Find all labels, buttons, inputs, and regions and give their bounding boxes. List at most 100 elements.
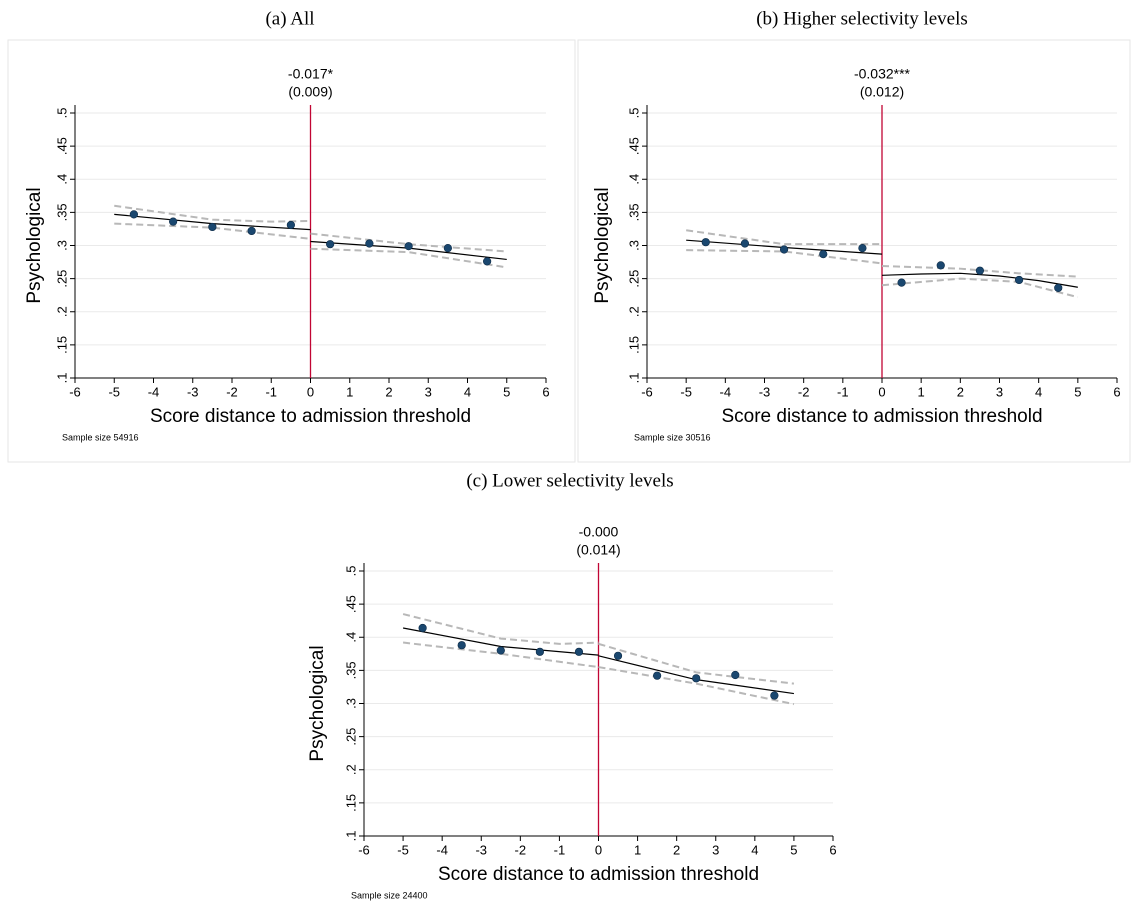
y-tick-label: .5 <box>343 566 358 577</box>
ci-lower-line <box>686 249 1079 299</box>
y-axis-label: Psychological <box>592 187 613 303</box>
y-tick-label: .15 <box>343 794 358 812</box>
x-tick-label: 5 <box>1074 384 1081 399</box>
x-tick-label: 3 <box>996 384 1003 399</box>
x-tick-label: 2 <box>957 384 964 399</box>
x-tick-label: 3 <box>425 384 432 399</box>
panel-title: (b) Higher selectivity levels <box>756 8 968 29</box>
x-tick-label: -1 <box>837 384 849 399</box>
x-tick-label: -6 <box>641 384 653 399</box>
x-tick-label: -4 <box>720 384 732 399</box>
sample-note: Sample size 54916 <box>62 432 139 442</box>
point <box>574 647 584 656</box>
ci-upper-line <box>402 613 795 685</box>
y-tick-label: .15 <box>54 336 69 354</box>
x-tick-label: -2 <box>226 384 238 399</box>
x-tick-label: 1 <box>918 384 925 399</box>
point <box>496 646 505 655</box>
panel-title: (c) Lower selectivity levels <box>466 470 673 491</box>
point <box>457 641 466 650</box>
sample-note: Sample size 24400 <box>351 890 428 900</box>
x-tick-label: 0 <box>307 384 314 399</box>
point <box>1054 283 1063 293</box>
y-tick-label: .4 <box>626 174 641 185</box>
point <box>129 210 138 219</box>
ci-lower-line <box>402 641 795 706</box>
x-tick-label: -3 <box>475 842 487 857</box>
x-tick-label: 4 <box>751 842 758 857</box>
y-tick-label: .5 <box>626 108 641 119</box>
y-axis-label: Psychological <box>307 645 328 761</box>
y-tick-label: .4 <box>54 174 69 185</box>
x-tick-label: 5 <box>790 842 797 857</box>
point <box>286 220 295 230</box>
point <box>692 674 701 683</box>
x-axis-label: Score distance to admission threshold <box>721 406 1042 427</box>
point <box>858 244 867 253</box>
point <box>897 278 906 287</box>
x-tick-label: 2 <box>673 842 680 857</box>
x-tick-label: -1 <box>265 384 277 399</box>
x-tick-label: 4 <box>1035 384 1042 399</box>
x-tick-label: -6 <box>69 384 81 399</box>
x-tick-label: -5 <box>680 384 692 399</box>
point <box>208 222 217 232</box>
point <box>326 240 335 249</box>
x-tick-label: 6 <box>829 842 836 857</box>
annotation: (0.009) <box>288 84 332 100</box>
x-tick-label: 1 <box>634 842 641 857</box>
point <box>770 691 779 700</box>
point <box>653 671 662 680</box>
y-tick-label: .3 <box>626 240 641 251</box>
point <box>936 261 945 270</box>
x-tick-label: 6 <box>1113 384 1120 399</box>
x-tick-label: -4 <box>436 842 448 857</box>
y-tick-label: .4 <box>343 632 358 643</box>
panel-frame <box>7 39 576 463</box>
y-tick-label: .2 <box>54 306 69 317</box>
y-tick-label: .5 <box>54 108 69 119</box>
x-tick-label: -1 <box>554 842 566 857</box>
y-tick-label: .35 <box>626 203 641 221</box>
point <box>247 226 256 236</box>
y-axis-label: Psychological <box>24 187 45 303</box>
x-tick-label: 0 <box>878 384 885 399</box>
y-tick-label: .1 <box>54 373 69 384</box>
y-tick-label: .1 <box>343 831 358 842</box>
point <box>613 651 623 660</box>
y-tick-label: .25 <box>626 270 641 288</box>
annotation: -0.032*** <box>854 66 911 82</box>
x-tick-label: -2 <box>515 842 527 857</box>
point <box>404 242 413 251</box>
y-tick-label: .3 <box>343 698 358 709</box>
point <box>418 623 427 633</box>
x-tick-label: -6 <box>358 842 370 857</box>
annotation: (0.012) <box>860 84 904 100</box>
sample-note: Sample size 30516 <box>634 432 711 442</box>
point <box>975 266 985 275</box>
panel-frame <box>577 39 1131 463</box>
point <box>483 257 492 266</box>
y-tick-label: .2 <box>626 306 641 317</box>
x-tick-label: 2 <box>385 384 392 399</box>
annotation: (0.014) <box>576 542 620 558</box>
point <box>365 239 374 248</box>
x-tick-label: 5 <box>503 384 510 399</box>
point <box>731 670 740 680</box>
y-tick-label: .45 <box>626 137 641 155</box>
x-tick-label: -5 <box>108 384 120 399</box>
point <box>1014 275 1024 285</box>
x-tick-label: -5 <box>397 842 409 857</box>
x-tick-label: -2 <box>798 384 810 399</box>
point <box>443 244 452 253</box>
y-tick-label: .45 <box>343 595 358 613</box>
y-tick-label: .2 <box>343 764 358 775</box>
y-tick-label: .1 <box>626 373 641 384</box>
y-tick-label: .25 <box>343 728 358 746</box>
x-tick-label: -4 <box>148 384 160 399</box>
x-tick-label: -3 <box>759 384 771 399</box>
y-tick-label: .45 <box>54 137 69 155</box>
y-tick-label: .3 <box>54 240 69 251</box>
point <box>740 239 750 248</box>
